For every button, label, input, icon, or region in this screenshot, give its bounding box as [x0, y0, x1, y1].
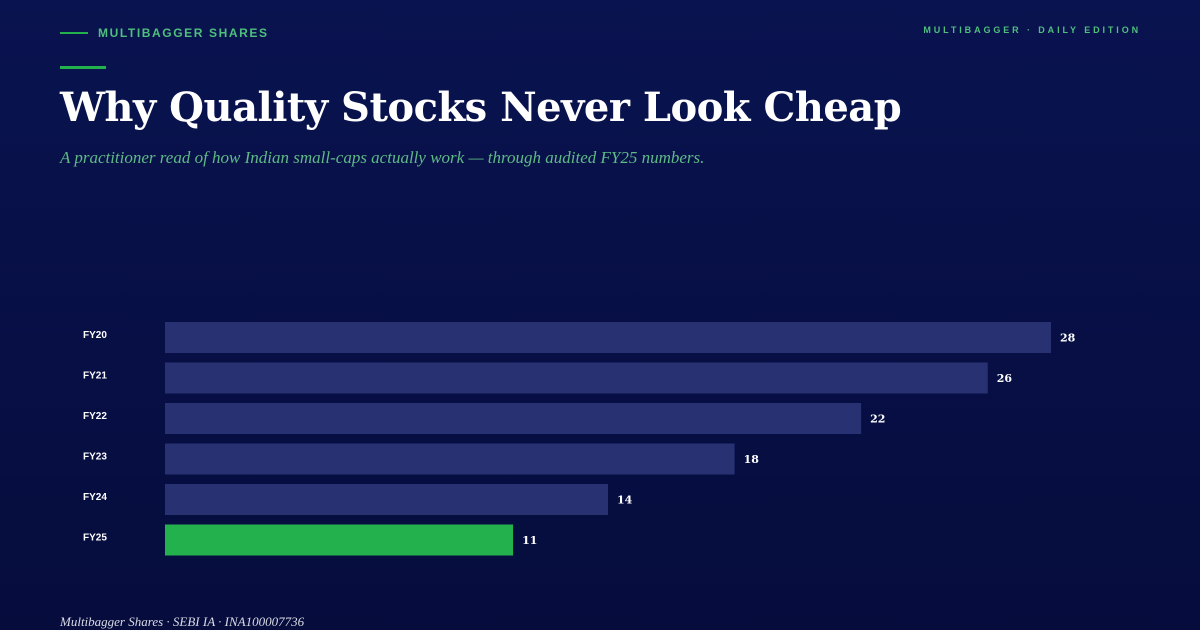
bar-fy20	[165, 322, 1051, 353]
brand: MULTIBAGGER SHARES	[60, 25, 269, 41]
bar-fy23	[165, 443, 735, 475]
bar-fy22	[165, 403, 862, 434]
value-label-fy24: 14	[617, 494, 633, 507]
value-label-fy22: 22	[870, 413, 885, 426]
page-subtitle: A practitioner read of how Indian small-…	[60, 148, 705, 167]
value-label-fy23: 18	[744, 453, 760, 466]
value-label-fy21: 26	[997, 372, 1013, 385]
bar-fy24	[165, 484, 608, 515]
category-label-fy22: FY22	[83, 411, 107, 422]
category-label-fy23: FY23	[83, 452, 107, 463]
brand-name: MULTIBAGGER SHARES	[98, 26, 269, 40]
brand-rule	[60, 32, 88, 34]
category-label-fy25: FY25	[83, 533, 107, 544]
page-title: Why Quality Stocks Never Look Cheap	[60, 84, 902, 131]
title-rule	[60, 66, 106, 69]
bar-fy21	[165, 362, 988, 394]
category-label-fy21: FY21	[83, 371, 107, 382]
value-label-fy25: 11	[522, 534, 537, 547]
edition-label: MULTIBAGGER · DAILY EDITION	[923, 25, 1141, 35]
footer-credit: Multibagger Shares · SEBI IA · INA100007…	[60, 614, 305, 629]
bar-fy25	[165, 524, 514, 556]
category-label-fy20: FY20	[83, 330, 107, 341]
category-label-fy24: FY24	[83, 492, 107, 503]
value-label-fy20: 28	[1060, 332, 1076, 345]
